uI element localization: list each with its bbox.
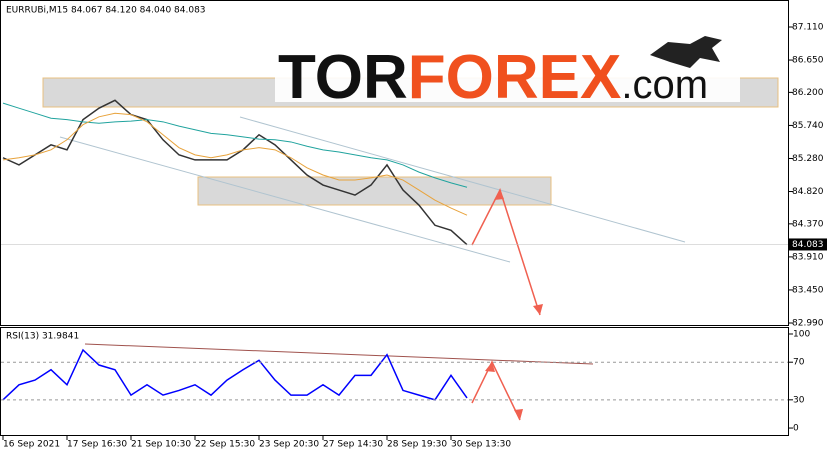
- arrow-head: [494, 190, 504, 200]
- price-tag: [789, 238, 827, 251]
- logo-part: TOR: [278, 43, 408, 112]
- arrow-head: [485, 362, 495, 372]
- series-line: [2, 99, 468, 246]
- y-tick-label: 100: [793, 329, 810, 339]
- y-tick-label: 86.200: [792, 88, 824, 98]
- y-tick-label: 86.650: [792, 56, 824, 66]
- x-tick-label: 17 Sep 16:30: [67, 440, 127, 450]
- logo-bull: [650, 36, 722, 68]
- arrow-head: [514, 409, 523, 420]
- x-tick-label: 22 Sep 15:30: [195, 440, 255, 450]
- y-tick-label: 30: [793, 395, 805, 405]
- y-tick-label: 85.740: [792, 121, 824, 131]
- rsi-title: RSI(13) 31.9841: [6, 332, 79, 342]
- logo-part: .com: [621, 63, 708, 107]
- channel-line: [239, 116, 686, 243]
- rsi-frame: [0, 327, 789, 436]
- x-tick-label: 16 Sep 2021: [3, 440, 60, 450]
- forecast-arrow: [471, 188, 541, 316]
- forecast-arrow: [471, 360, 521, 421]
- series-line: [2, 348, 468, 401]
- chart-title: EURRUBi,M15 84.067 84.120 84.040 84.083: [6, 6, 206, 16]
- plot: [2, 99, 468, 401]
- y-tick-label: 87.110: [792, 22, 824, 32]
- series-line: [2, 112, 468, 216]
- arrow-head: [533, 304, 543, 315]
- y-tick-label: 83.910: [792, 252, 824, 262]
- x-tick-label: 30 Sep 13:30: [451, 440, 511, 450]
- y-tick-label: 84.370: [792, 219, 824, 229]
- y-tick-label: 83.450: [792, 285, 824, 295]
- y-tick-label: 84.820: [792, 187, 824, 197]
- x-tick-label: 23 Sep 20:30: [259, 440, 319, 450]
- logo-part: FOREX: [408, 43, 622, 112]
- y-tick-label: 85.280: [792, 154, 824, 164]
- y-tick-label: 0: [793, 424, 799, 434]
- rsi-trend-line: [84, 343, 594, 365]
- x-tick-label: 28 Sep 19:30: [387, 440, 447, 450]
- y-tick-label: 70: [793, 358, 805, 368]
- price-label: 84.083: [792, 240, 824, 250]
- channel-line: [59, 136, 511, 263]
- x-tick-label: 27 Sep 14:30: [323, 440, 383, 450]
- series-line: [2, 102, 468, 188]
- logo: TORFOREX.com: [278, 43, 708, 112]
- main-frame: [0, 0, 789, 326]
- x-tick-label: 21 Sep 10:30: [131, 440, 191, 450]
- y-tick-label: 82.990: [792, 318, 824, 328]
